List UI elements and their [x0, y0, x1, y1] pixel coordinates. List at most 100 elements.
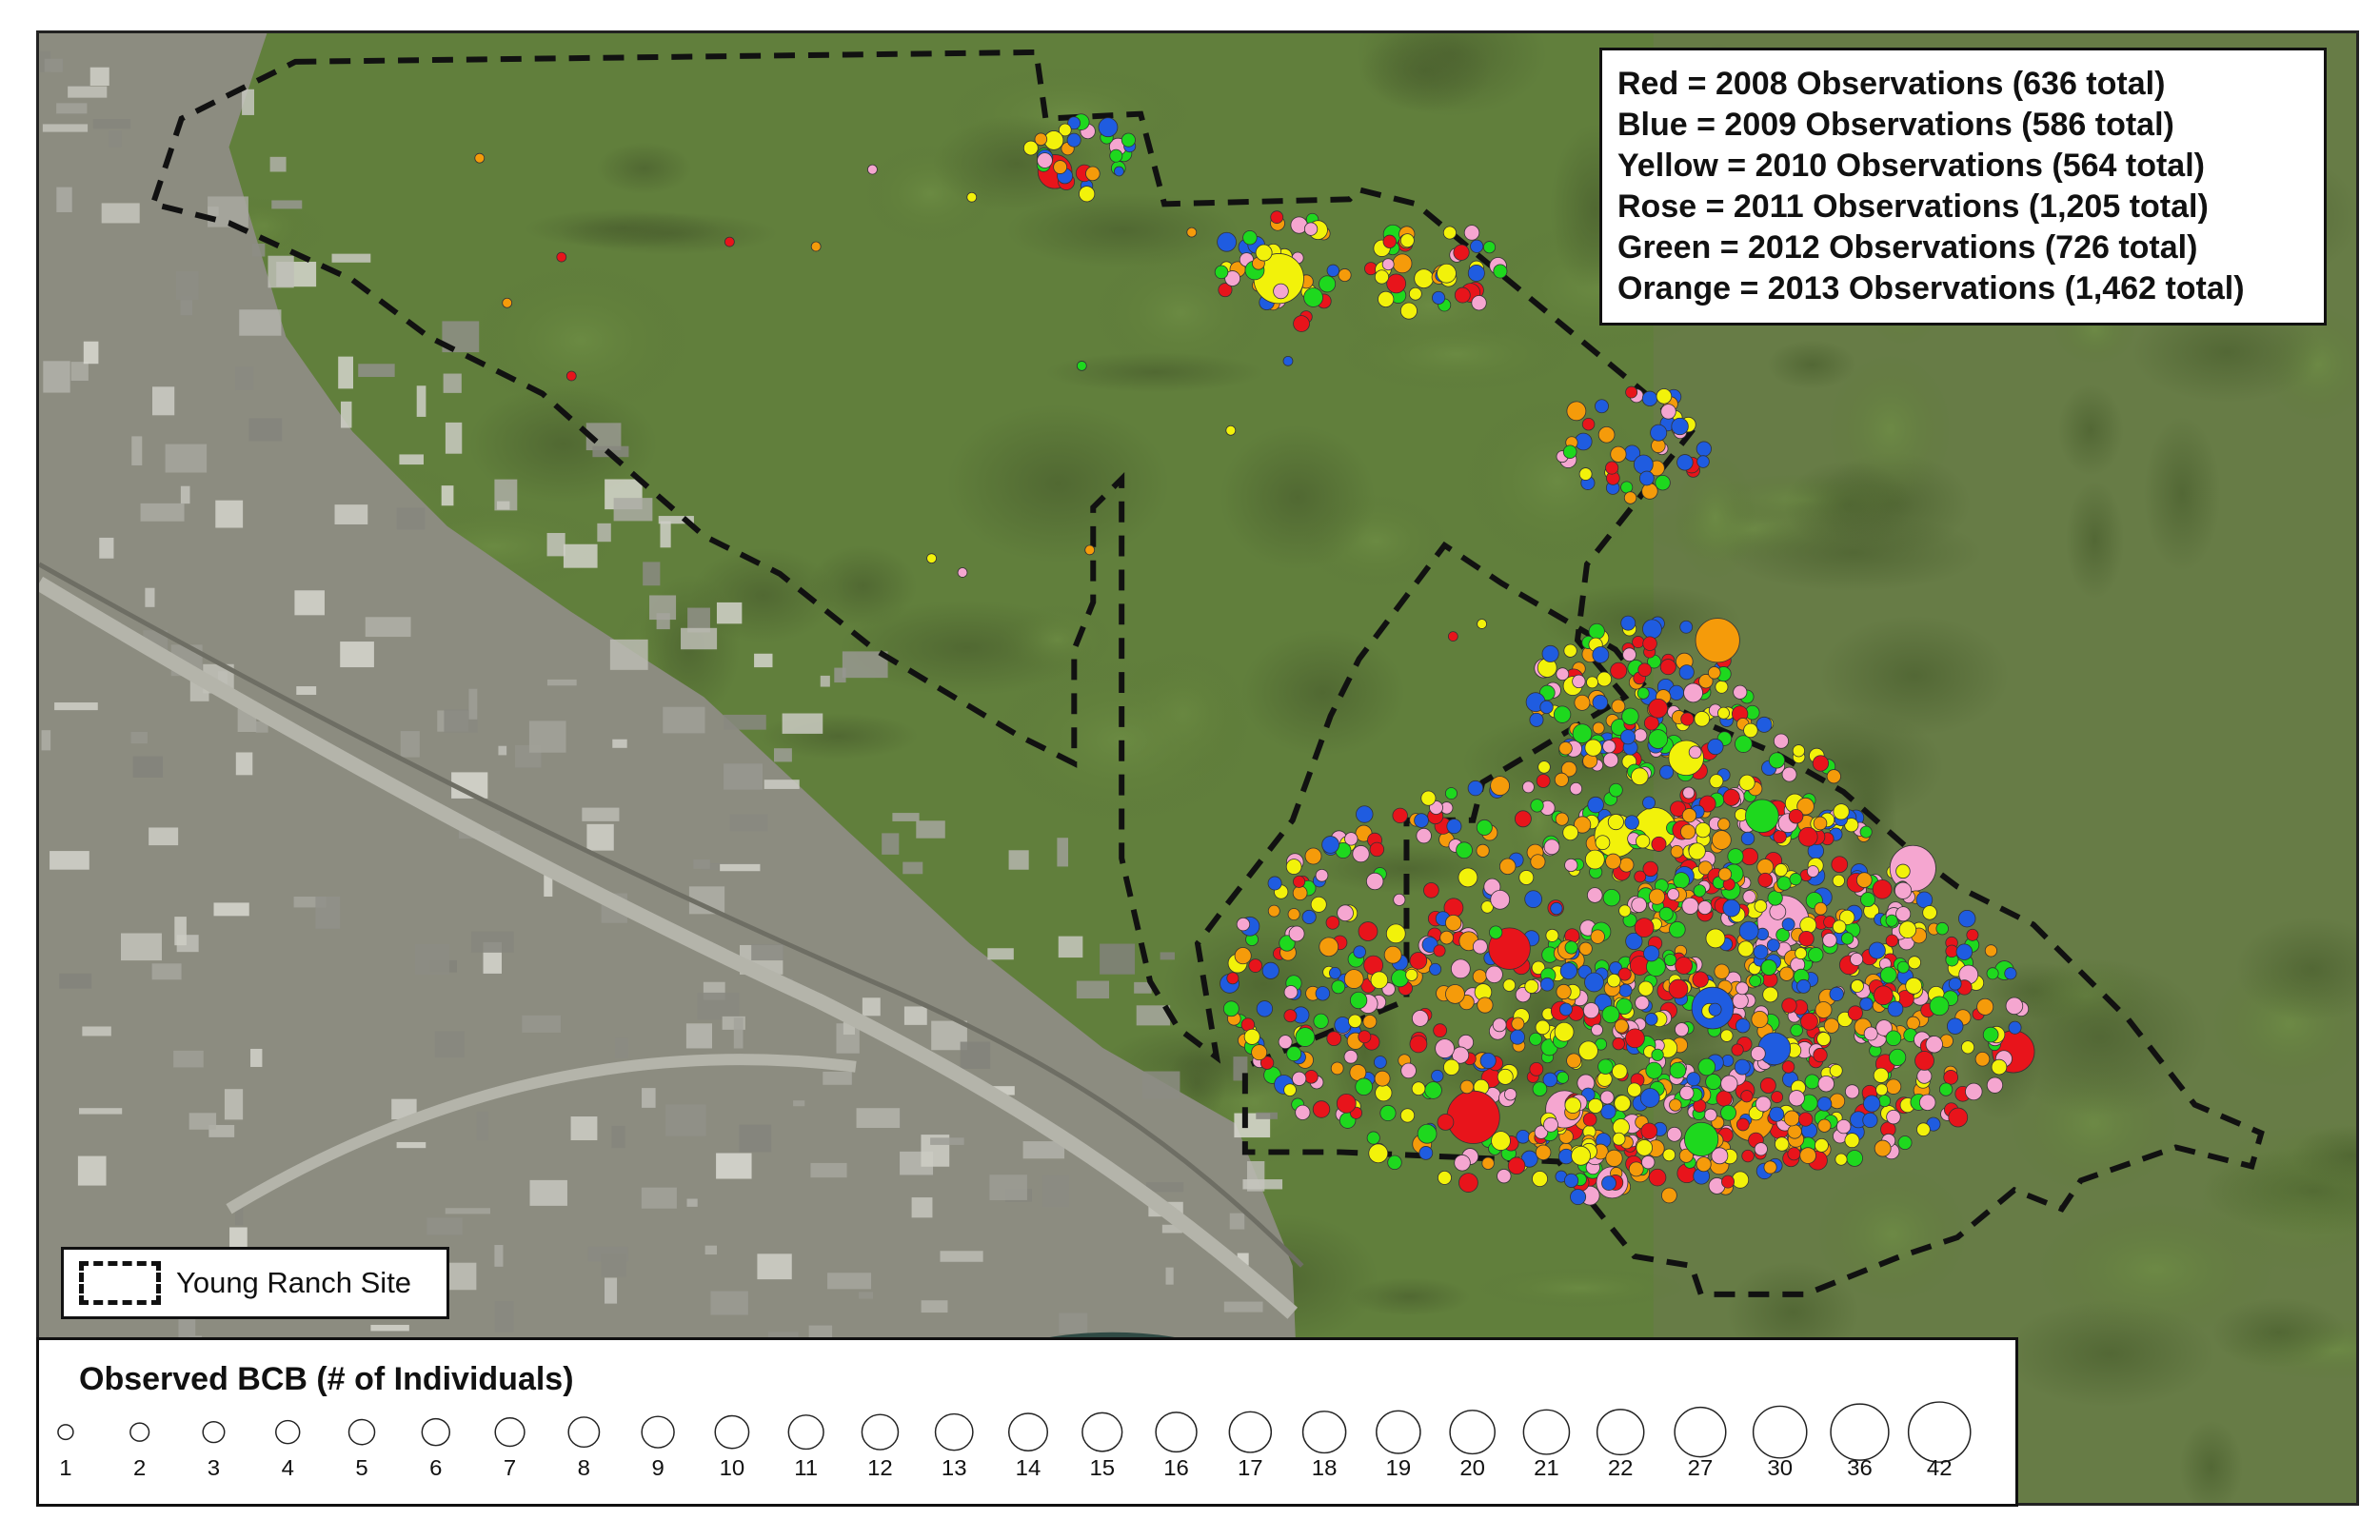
- observation-point-green[interactable]: [1493, 264, 1508, 279]
- observation-point-blue[interactable]: [1679, 620, 1694, 634]
- observation-point-green[interactable]: [1885, 914, 1898, 927]
- observation-point-blue[interactable]: [1722, 898, 1741, 918]
- observation-point-yellow[interactable]: [1283, 1083, 1297, 1096]
- observation-point-blue[interactable]: [1696, 455, 1710, 468]
- observation-point-green[interactable]: [1529, 1032, 1542, 1046]
- observation-point-rose[interactable]: [1986, 1076, 2004, 1094]
- observation-point-red[interactable]: [1336, 1093, 1357, 1114]
- observation-point-rose[interactable]: [1631, 897, 1647, 914]
- observation-point-rose[interactable]: [1641, 1155, 1656, 1170]
- observation-point-yellow[interactable]: [1058, 123, 1072, 137]
- observation-point-blue[interactable]: [1431, 1069, 1444, 1083]
- observation-point-orange[interactable]: [1885, 1078, 1902, 1095]
- observation-point-yellow[interactable]: [1656, 388, 1673, 405]
- observation-point-blue[interactable]: [1539, 977, 1555, 992]
- observation-point-orange[interactable]: [1605, 1149, 1623, 1168]
- observation-point-blue[interactable]: [1595, 399, 1609, 414]
- observation-point-yellow[interactable]: [1285, 859, 1302, 875]
- observation-point-red[interactable]: [1325, 916, 1340, 930]
- observation-point-yellow[interactable]: [1839, 909, 1855, 926]
- observation-point-rose[interactable]: [1472, 938, 1488, 955]
- observation-point-yellow[interactable]: [1832, 919, 1847, 934]
- observation-point-orange[interactable]: [1472, 969, 1487, 984]
- observation-point-red[interactable]: [1781, 1060, 1795, 1074]
- observation-point-blue[interactable]: [1738, 920, 1759, 941]
- observation-point-blue[interactable]: [1948, 977, 1962, 991]
- observation-point-red[interactable]: [1914, 1051, 1934, 1071]
- observation-point-blue[interactable]: [1816, 1096, 1833, 1112]
- observation-point-blue[interactable]: [1559, 962, 1577, 980]
- observation-point-red[interactable]: [1735, 1117, 1750, 1132]
- observation-point-blue[interactable]: [1624, 815, 1639, 830]
- observation-point-red[interactable]: [1721, 1175, 1735, 1189]
- observation-point-green[interactable]: [1935, 921, 1949, 936]
- observation-point-blue[interactable]: [1601, 1175, 1616, 1191]
- observation-point-orange[interactable]: [1623, 491, 1637, 504]
- observation-point-blue[interactable]: [1740, 831, 1755, 846]
- observation-point-yellow[interactable]: [1618, 904, 1632, 918]
- observation-point-yellow[interactable]: [1835, 1153, 1848, 1166]
- observation-point-green[interactable]: [1222, 1000, 1240, 1017]
- observation-point-yellow[interactable]: [1554, 1021, 1575, 1042]
- observation-point-rose[interactable]: [1679, 1085, 1695, 1100]
- observation-point-yellow[interactable]: [1631, 767, 1649, 786]
- observation-point-green[interactable]: [1768, 752, 1786, 769]
- observation-point-yellow[interactable]: [1799, 917, 1817, 934]
- observation-point-orange[interactable]: [1477, 997, 1494, 1014]
- observation-point-orange[interactable]: [1338, 268, 1352, 283]
- observation-point-rose[interactable]: [1504, 1088, 1517, 1101]
- observation-point-rose[interactable]: [1750, 1046, 1766, 1061]
- observation-point-orange[interactable]: [1817, 1118, 1832, 1133]
- observation-point-orange[interactable]: [1717, 818, 1731, 831]
- observation-point-orange[interactable]: [1669, 1098, 1682, 1112]
- observation-point-green[interactable]: [1658, 906, 1674, 921]
- observation-point-yellow[interactable]: [1774, 863, 1788, 878]
- observation-point-orange[interactable]: [1511, 1017, 1525, 1031]
- observation-point-rose[interactable]: [1283, 985, 1299, 999]
- observation-point-rose[interactable]: [1732, 992, 1749, 1010]
- observation-point-rose[interactable]: [1400, 1062, 1417, 1079]
- observation-point-blue[interactable]: [1643, 945, 1660, 962]
- observation-point-red[interactable]: [1529, 1061, 1544, 1076]
- observation-point-green[interactable]: [1804, 1074, 1820, 1090]
- observation-point-red[interactable]: [1582, 1112, 1597, 1127]
- observation-point-rose[interactable]: [1755, 1096, 1772, 1113]
- observation-point-orange[interactable]: [1459, 1079, 1475, 1095]
- observation-point-orange[interactable]: [1566, 401, 1587, 422]
- observation-point-yellow[interactable]: [1079, 186, 1096, 203]
- observation-point-rose[interactable]: [1863, 1026, 1878, 1041]
- observation-point-blue[interactable]: [1563, 1173, 1579, 1188]
- observation-point-orange[interactable]: [1319, 937, 1339, 958]
- observation-point-blue[interactable]: [1592, 694, 1609, 711]
- observation-point-green[interactable]: [1645, 1061, 1663, 1079]
- observation-point-orange[interactable]: [1823, 1017, 1840, 1034]
- observation-point-orange[interactable]: [1578, 941, 1593, 956]
- observation-point-green[interactable]: [1562, 444, 1577, 460]
- observation-point-yellow[interactable]: [1578, 1040, 1598, 1061]
- observation-point-rose[interactable]: [1634, 728, 1648, 742]
- observation-point-blue[interactable]: [1618, 983, 1633, 997]
- observation-point-rose[interactable]: [1660, 404, 1676, 420]
- observation-point-rose[interactable]: [1587, 887, 1603, 903]
- observation-point-green[interactable]: [1532, 1081, 1548, 1097]
- observation-point-red[interactable]: [1358, 1030, 1372, 1044]
- observation-point-red[interactable]: [1218, 283, 1233, 298]
- observation-point-orange[interactable]: [1304, 847, 1322, 865]
- observation-point-blue[interactable]: [2008, 1020, 2022, 1035]
- observation-point-red[interactable]: [1651, 836, 1667, 852]
- observation-point-orange[interactable]: [1566, 1053, 1582, 1069]
- observation-point-yellow[interactable]: [1399, 302, 1418, 320]
- observation-point-rose[interactable]: [1733, 684, 1748, 700]
- observation-point-yellow[interactable]: [1532, 1171, 1548, 1187]
- observation-point-rose[interactable]: [1411, 1010, 1429, 1027]
- observation-point-orange[interactable]: [1445, 984, 1465, 1004]
- observation-point-yellow[interactable]: [1524, 978, 1539, 994]
- observation-point-yellow[interactable]: [1399, 1108, 1416, 1123]
- observation-point-red[interactable]: [1433, 944, 1446, 958]
- observation-point-orange[interactable]: [1618, 857, 1635, 873]
- observation-point-orange[interactable]: [1696, 1156, 1712, 1173]
- observation-point-rose[interactable]: [1490, 889, 1511, 910]
- observation-point-orange[interactable]: [1374, 1070, 1391, 1087]
- observation-point-green[interactable]: [1621, 707, 1639, 725]
- observation-point-rose[interactable]: [1886, 1109, 1901, 1125]
